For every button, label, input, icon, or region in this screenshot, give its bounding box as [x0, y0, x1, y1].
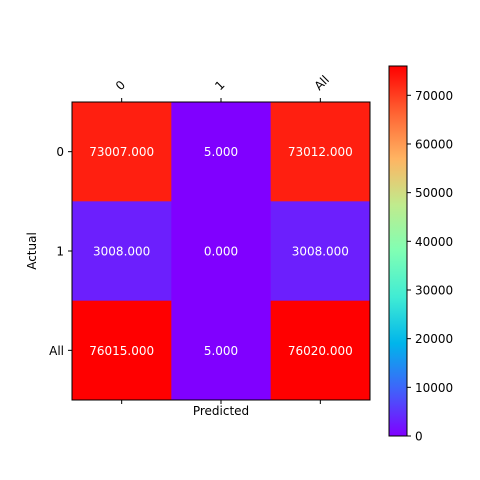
heatmap-cell	[72, 102, 172, 202]
colorbar-gradient	[388, 65, 408, 437]
cell-value-label: 5.000	[204, 145, 238, 159]
colorbar-tick-label: 20000	[415, 332, 453, 346]
cell-value-label: 76015.000	[89, 344, 154, 358]
colorbar-tick-label: 70000	[415, 89, 453, 103]
x-tick-label: 1	[212, 78, 227, 93]
heatmap-cell	[171, 201, 272, 302]
cell-value-label: 3008.000	[93, 245, 150, 259]
cell-value-label: 5.000	[204, 344, 238, 358]
colorbar-tick-label: 30000	[415, 283, 453, 297]
heatmap-cell	[171, 102, 272, 202]
cell-value-label: 3008.000	[292, 245, 349, 259]
colorbar-tick-label: 0	[415, 430, 423, 444]
colorbar-tick-label: 60000	[415, 137, 453, 151]
heatmap-cell	[270, 102, 371, 202]
colorbar-tick-label: 40000	[415, 235, 453, 249]
heatmap-cells: 73007.000 5.000 73012.000 3008.000 0.000 3008…	[72, 102, 371, 401]
heatmap-cell	[72, 300, 172, 401]
cell-value-label: 73012.000	[288, 145, 353, 159]
y-tick-label: 1	[56, 245, 64, 259]
heatmap-cell	[270, 201, 371, 302]
colorbar: 0 10000 20000 30000 40000 50000 60000 70000	[388, 65, 453, 444]
y-axis-label: Actual	[25, 232, 39, 270]
y-tick-label: 0	[56, 145, 64, 159]
colorbar-ticks: 0 10000 20000 30000 40000 50000 60000 70000	[407, 89, 453, 444]
heatmap-cell	[171, 300, 272, 401]
x-tick-label: 0	[113, 78, 128, 93]
cell-value-label: 0.000	[204, 245, 238, 259]
cell-value-label: 73007.000	[89, 145, 154, 159]
y-ticks: 0 1 All	[49, 145, 72, 358]
heatmap-cell	[270, 300, 371, 401]
y-tick-label: All	[49, 344, 64, 358]
colorbar-tick-label: 50000	[415, 186, 453, 200]
heatmap-cell	[72, 201, 172, 302]
colorbar-tick-label: 10000	[415, 381, 453, 395]
x-tick-label: All	[312, 73, 332, 93]
cell-value-label: 76020.000	[288, 344, 353, 358]
x-axis-label: Predicted	[193, 404, 249, 418]
